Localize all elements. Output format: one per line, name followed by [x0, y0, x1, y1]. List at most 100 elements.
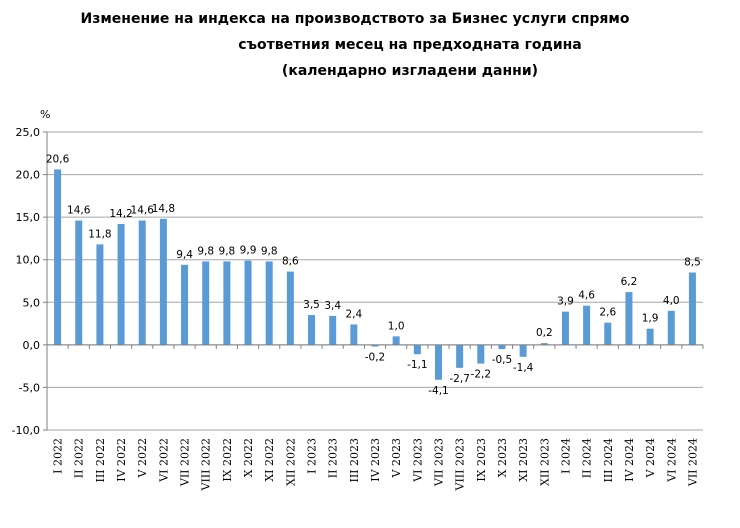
- bar: [54, 169, 62, 345]
- x-tick-label: VIII 2023: [454, 438, 467, 491]
- data-label: 11,8: [88, 228, 111, 240]
- chart-title: Изменение на индекса на производството з…: [0, 6, 740, 84]
- data-label: 14,6: [131, 205, 155, 217]
- bar: [646, 328, 654, 345]
- x-axis-labels: I 2022 II 2022 III 2022 IV 2022 V 2022 VI 202…: [47, 344, 704, 491]
- x-tick-label: XII 2022: [284, 438, 297, 486]
- data-label: -1,4: [513, 362, 534, 374]
- bar: [477, 344, 485, 364]
- x-tick-label: V 2023: [390, 438, 403, 478]
- data-label: 9,8: [261, 245, 278, 257]
- bar: [456, 344, 464, 368]
- data-label: 3,4: [324, 300, 341, 312]
- bar: [117, 223, 125, 345]
- bar: [75, 220, 83, 345]
- y-tick-label: -10,0: [12, 424, 40, 437]
- x-tick-label: III 2022: [94, 438, 107, 483]
- x-tick-label: X 2022: [242, 438, 255, 477]
- bars: [54, 169, 696, 380]
- bar: [434, 344, 442, 380]
- data-label: -0,2: [365, 352, 386, 364]
- y-axis: 25,0 20,0 15,0 10,0 5,0 0,0 -5,0 -10,0: [12, 126, 48, 437]
- data-label: 9,8: [197, 245, 214, 257]
- bar: [244, 260, 252, 345]
- bar: [286, 271, 294, 345]
- data-label: -4,1: [428, 385, 449, 397]
- x-tick-label: IV 2023: [369, 438, 382, 482]
- bar: [223, 261, 231, 345]
- x-tick-label: XI 2022: [263, 438, 276, 482]
- data-label: 14,2: [109, 208, 132, 220]
- data-label: -1,1: [407, 359, 428, 371]
- x-tick-label: VII 2024: [686, 438, 699, 487]
- bar: [413, 344, 421, 355]
- x-tick-label: V 2022: [136, 438, 149, 478]
- bar: [667, 310, 675, 345]
- y-axis-unit-label: %: [40, 108, 50, 121]
- data-label: 9,8: [219, 245, 236, 257]
- data-label: 9,4: [176, 249, 193, 261]
- data-label: 8,6: [282, 256, 299, 268]
- bar: [625, 292, 633, 345]
- data-label: 2,6: [599, 307, 616, 319]
- bar: [371, 344, 379, 347]
- bar: [561, 311, 569, 345]
- bar: [181, 264, 189, 345]
- x-tick-label: III 2024: [602, 438, 615, 483]
- bar: [583, 305, 591, 345]
- y-tick-label: 15,0: [16, 211, 41, 224]
- bar: [96, 244, 104, 345]
- x-tick-label: IV 2024: [623, 438, 636, 482]
- y-tick-label: 20,0: [16, 169, 41, 182]
- data-label: -2,7: [449, 373, 470, 385]
- bar: [329, 315, 337, 345]
- x-tick-label: VIII 2022: [200, 438, 213, 491]
- data-label: 6,2: [621, 276, 638, 288]
- data-label: 2,4: [345, 308, 362, 320]
- chart-title-line-2: съответния месец на предходната година: [238, 37, 582, 53]
- x-tick-label: IX 2023: [475, 438, 488, 482]
- data-label: 14,6: [67, 205, 91, 217]
- data-label: 20,6: [46, 153, 70, 165]
- data-label: 4,0: [663, 295, 680, 307]
- bar: [138, 220, 146, 345]
- bar: [202, 261, 210, 345]
- bar: [265, 261, 273, 345]
- bar: [159, 218, 167, 345]
- bar: [350, 324, 358, 345]
- x-tick-label: III 2023: [348, 438, 361, 483]
- x-tick-label: XI 2023: [517, 438, 530, 482]
- data-label: 4,6: [578, 290, 595, 302]
- x-tick-label: II 2024: [581, 438, 594, 478]
- bar: [392, 336, 400, 345]
- x-tick-label: VII 2022: [179, 438, 192, 487]
- data-label: 9,9: [240, 245, 257, 257]
- x-tick-label: VII 2023: [432, 438, 445, 487]
- x-tick-label: IV 2022: [115, 438, 128, 482]
- data-label: 3,5: [303, 299, 320, 311]
- x-tick-label: I 2024: [559, 438, 572, 474]
- bar: [498, 344, 506, 350]
- x-tick-label: II 2023: [327, 438, 340, 478]
- x-tick-label: VI 2023: [411, 438, 424, 483]
- bar: [308, 315, 316, 345]
- x-tick-label: VI 2022: [157, 438, 170, 483]
- bar: [604, 322, 612, 345]
- y-tick-label: 0,0: [23, 339, 41, 352]
- data-label: 0,2: [536, 327, 553, 339]
- y-tick-label: 10,0: [16, 254, 41, 267]
- chart-title-line-1: Изменение на индекса на производството з…: [80, 11, 630, 27]
- data-label: 1,9: [642, 313, 659, 325]
- x-tick-label: IX 2022: [221, 438, 234, 482]
- data-label: 14,8: [152, 203, 175, 215]
- x-tick-label: X 2023: [496, 438, 509, 477]
- y-tick-label: -5,0: [19, 381, 40, 394]
- x-tick-label: XII 2023: [538, 438, 551, 486]
- data-label: -2,2: [471, 369, 492, 381]
- y-tick-label: 25,0: [16, 126, 41, 139]
- data-label: 8,5: [684, 256, 701, 268]
- x-tick-label: II 2022: [73, 438, 86, 478]
- bar: [519, 344, 527, 357]
- bar: [688, 272, 696, 345]
